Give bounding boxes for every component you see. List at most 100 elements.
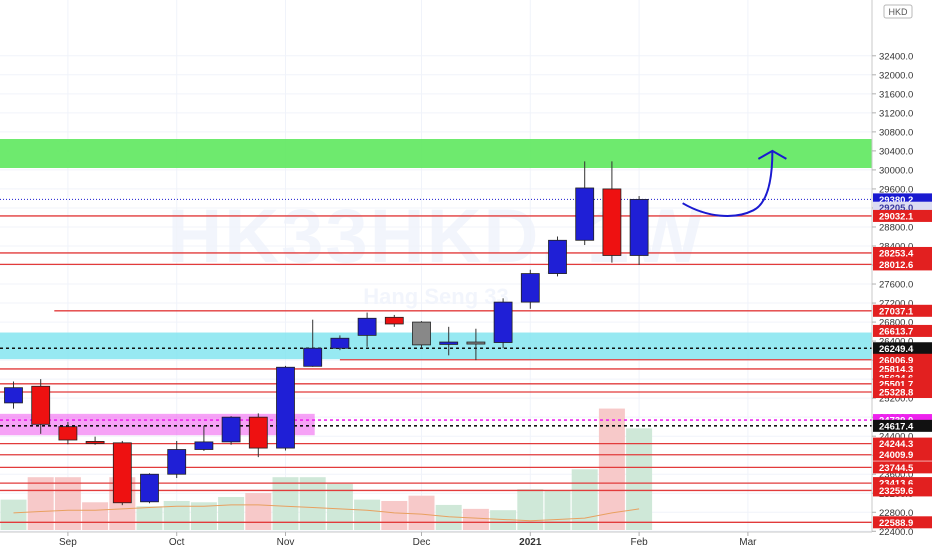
zones: [0, 139, 872, 436]
candle-body[interactable]: [412, 321, 431, 346]
watermark-symbol: HK33HKD, 1W: [167, 194, 704, 279]
candle-body[interactable]: [4, 387, 23, 404]
volume-bar: [299, 477, 326, 530]
currency-label: HKD: [888, 7, 908, 17]
time-tick-label: Sep: [59, 537, 77, 548]
price-tick-label: 22800.0: [879, 508, 913, 519]
candle-body[interactable]: [493, 301, 513, 343]
price-tag-bg: [873, 342, 932, 355]
candles[interactable]: [4, 161, 649, 506]
price-tag-bg: [873, 246, 932, 259]
candle-body[interactable]: [140, 473, 159, 503]
price-tag-label: 28253.4: [879, 248, 914, 259]
candle-body[interactable]: [575, 187, 595, 241]
volume-bar: [190, 502, 217, 530]
time-axis: Sep Oct Nov Dec 2021 Feb Mar: [0, 531, 872, 548]
price-tag-label: 29205.0: [879, 203, 913, 214]
volume-bar: [626, 428, 653, 530]
volume-ma-line: [13, 504, 640, 522]
candle-body[interactable]: [194, 441, 214, 450]
price-tag-bg: [873, 484, 932, 497]
candle-body[interactable]: [85, 441, 105, 444]
price-tag-label: 23744.5: [879, 463, 914, 474]
price-tag-label: 26249.4: [879, 344, 914, 355]
volume-bar: [462, 508, 489, 530]
price-tick-label: 25200.0: [879, 394, 913, 405]
price-tag-label: 22588.9: [879, 518, 913, 529]
volume-bar: [163, 500, 190, 530]
volume-bar: [136, 506, 163, 530]
candle-body[interactable]: [629, 198, 649, 256]
volume-bar: [598, 408, 625, 530]
price-tag-label: 26006.9: [879, 355, 913, 366]
volume-bar: [354, 499, 381, 530]
grid: [0, 0, 872, 532]
price-tag-label: 29032.1: [879, 211, 914, 222]
price-tag-bg: [873, 258, 932, 271]
price-tick-label: 26400.0: [879, 337, 913, 348]
time-tick-label: Nov: [277, 537, 295, 548]
volume-bar: [0, 499, 27, 530]
candle-body[interactable]: [31, 385, 51, 425]
volume-bar: [381, 500, 408, 530]
zone-support: [0, 332, 872, 360]
time-tick-label: Mar: [739, 537, 757, 548]
candle-body[interactable]: [357, 317, 377, 336]
projection-curve: [682, 150, 774, 217]
price-tag-bg: [873, 209, 932, 222]
time-tick-label: Oct: [169, 537, 185, 548]
candle-body[interactable]: [248, 416, 268, 449]
candle-body[interactable]: [330, 337, 350, 349]
candle-body[interactable]: [466, 341, 486, 345]
time-tick-label: 2021: [519, 537, 542, 548]
price-tag-label: 24244.3: [879, 439, 913, 450]
candle-body[interactable]: [439, 341, 459, 345]
price-tick-label: 32000.0: [879, 70, 913, 81]
volume-bar: [218, 497, 245, 530]
candle-body[interactable]: [303, 347, 323, 367]
candle-body[interactable]: [58, 426, 78, 441]
price-tick-label: 31600.0: [879, 89, 913, 100]
currency-badge-box[interactable]: [883, 4, 913, 19]
volume-bar: [408, 495, 435, 530]
candle-body[interactable]: [384, 316, 404, 325]
price-tick-label: 32400.0: [879, 51, 913, 62]
candle-body[interactable]: [276, 366, 295, 449]
price-tick-label: 28800.0: [879, 222, 913, 233]
candle-body[interactable]: [548, 239, 567, 274]
candle-body[interactable]: [520, 273, 540, 303]
price-tag-bg: [873, 304, 932, 317]
price-tag-bg: [873, 461, 932, 474]
price-tag-label: 25501.7: [879, 379, 913, 390]
price-tag-bg: [873, 353, 932, 366]
price-tag-bg: [873, 437, 932, 450]
price-tag-bg: [873, 324, 932, 337]
projection: [682, 149, 787, 217]
price-tag-bg: [873, 362, 932, 375]
candle-body[interactable]: [167, 449, 187, 475]
price-tag-label: 24009.9: [879, 450, 913, 461]
currency-badge[interactable]: HKD: [883, 4, 913, 19]
price-tag-label: 24617.4: [879, 421, 914, 432]
price-tick-label: 24400.0: [879, 432, 913, 443]
price-tag-label: 26613.7: [879, 326, 913, 337]
price-tag-bg: [873, 516, 932, 529]
price-tick-label: 26800.0: [879, 318, 913, 329]
time-tick-label: Feb: [630, 537, 648, 548]
volume-bar: [54, 477, 81, 530]
price-tick-label: 22400.0: [879, 527, 913, 538]
candle-body[interactable]: [221, 416, 241, 443]
price-tag-label: 23413.6: [879, 479, 913, 490]
watermark-subtitle: Hang Seng 33: [363, 284, 508, 309]
volume-bar: [245, 493, 272, 530]
price-tag-label: 29380.2: [879, 195, 913, 206]
volume-bar: [571, 469, 598, 530]
candle-body[interactable]: [602, 188, 622, 256]
price-tick-label: 29600.0: [879, 184, 913, 195]
price-tick-label: 30400.0: [879, 146, 913, 157]
price-tick-label: 30000.0: [879, 165, 913, 176]
projection-arrowhead: [757, 149, 787, 160]
candle-body[interactable]: [112, 442, 132, 504]
level-lines: [0, 198, 872, 523]
